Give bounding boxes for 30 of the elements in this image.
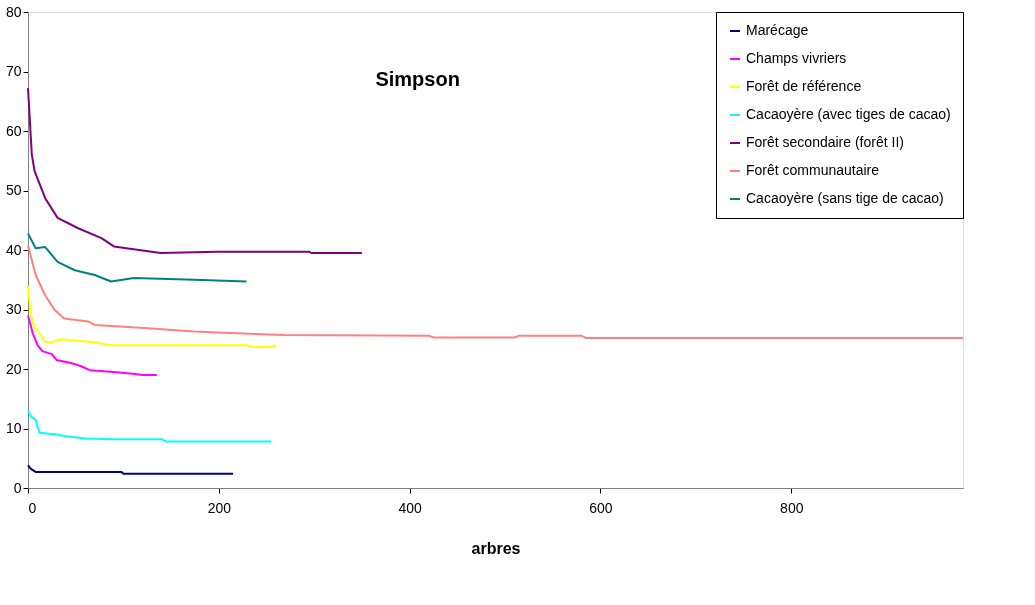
- y-tick-label: 50: [5, 182, 22, 198]
- y-tick-label: 0: [13, 479, 22, 496]
- line-series: [27, 232, 248, 283]
- x-tick-label: 400: [398, 499, 423, 516]
- legend-label: Champs vivriers: [746, 50, 847, 66]
- line-series: [27, 464, 235, 475]
- x-tick-label: 800: [780, 499, 804, 516]
- x-tick-label: 200: [207, 499, 232, 516]
- line-series: [27, 244, 964, 340]
- x-axis-title: arbres: [471, 539, 521, 557]
- line-series: [27, 409, 273, 443]
- x-tick-label: 0: [28, 499, 37, 516]
- y-tick-label: 10: [5, 420, 22, 436]
- legend-label: Cacaoyère (avec tiges de cacao): [746, 106, 951, 122]
- y-tick-label: 80: [5, 3, 22, 20]
- line-series: [27, 284, 278, 348]
- legend-label: Cacaoyère (sans tige de cacao): [746, 190, 944, 206]
- legend-label: Forêt de référence: [746, 78, 862, 94]
- text: Simpson: [375, 68, 460, 90]
- y-tick-label: 70: [5, 63, 22, 79]
- legend-label: Forêt secondaire (forêt II): [746, 134, 904, 150]
- y-tick-label: 20: [5, 360, 22, 377]
- y-tick-label: 40: [5, 241, 22, 258]
- legend-label: Forêt communautaire: [746, 162, 880, 178]
- legend-label: Marécage: [746, 22, 809, 38]
- line-series: [27, 314, 158, 376]
- x-tick-label: 600: [589, 499, 613, 516]
- y-tick-label: 30: [5, 301, 22, 317]
- line-series: [27, 87, 363, 254]
- y-tick-label: 60: [5, 122, 22, 139]
